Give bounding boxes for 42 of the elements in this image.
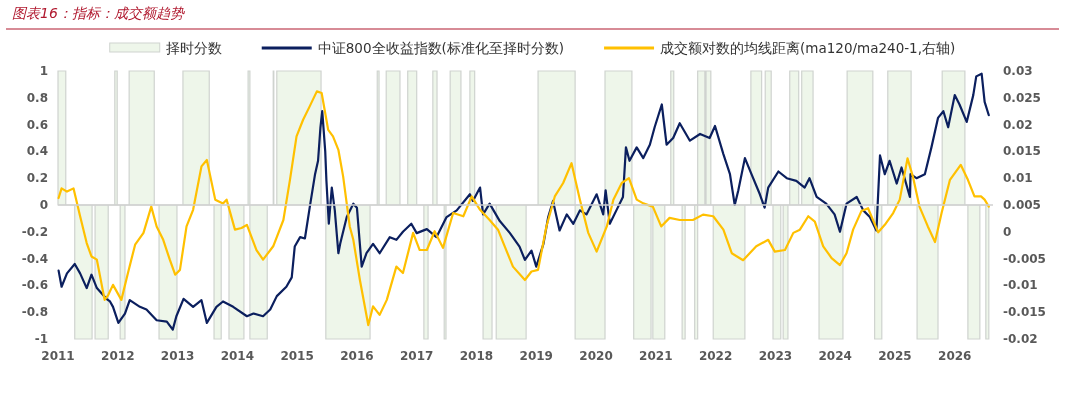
x-tick-label: 2011: [41, 349, 75, 363]
x-tick-label: 2012: [101, 349, 135, 363]
chart-title: 图表16：指标：成交额趋势: [12, 5, 186, 21]
x-tick-label: 2025: [878, 349, 912, 363]
y-tick-label: -0.8: [21, 305, 48, 320]
y-tick-label: 0.6: [26, 117, 48, 132]
y2-tick-label: -0.02: [1003, 332, 1038, 346]
y-tick-label: -0.6: [21, 278, 48, 293]
x-tick-label: 2020: [579, 349, 613, 363]
y-tick-label: 0.8: [26, 90, 48, 105]
y2-tick-label: -0.01: [1003, 278, 1038, 293]
x-tick-label: 2014: [220, 349, 255, 363]
y-tick-label: -1: [34, 332, 48, 346]
y-tick-label: 0.2: [26, 171, 48, 186]
y2-tick-label: 0.03: [1003, 64, 1033, 78]
x-tick-label: 2013: [160, 349, 195, 363]
y2-tick-label: 0: [1003, 224, 1012, 239]
x-tick-label: 2026: [938, 349, 972, 363]
legend-label: 成交额对数的均线距离(ma120/ma240-1,右轴): [660, 40, 956, 56]
y-tick-label: -0.2: [21, 224, 48, 239]
legend-label: 中证800全收益指数(标准化至择时分数): [317, 40, 565, 56]
y2-tick-label: 0.02: [1003, 117, 1033, 132]
y2-tick-label: 0.005: [1003, 198, 1041, 212]
x-tick-label: 2024: [818, 349, 852, 363]
y2-tick-label: 0.025: [1003, 90, 1041, 105]
y-tick-label: 0.4: [26, 144, 48, 159]
x-tick-label: 2023: [758, 349, 793, 363]
x-tick-label: 2018: [459, 349, 494, 363]
y2-tick-label: 0.01: [1003, 171, 1033, 186]
y2-tick-label: 0.015: [1003, 144, 1041, 159]
x-tick-label: 2017: [399, 349, 434, 363]
y-tick-label: -0.4: [21, 251, 48, 266]
x-tick-label: 2022: [698, 349, 733, 363]
x-tick-label: 2015: [280, 349, 314, 363]
x-tick-label: 2021: [639, 349, 673, 363]
y2-tick-label: -0.005: [1003, 251, 1046, 266]
x-tick-label: 2016: [340, 349, 374, 363]
y-tick-label: 0: [39, 198, 48, 212]
x-tick-label: 2019: [519, 349, 553, 363]
y-tick-label: 1: [39, 64, 48, 78]
legend-label: 择时分数: [165, 40, 222, 56]
y2-tick-label: -0.015: [1003, 305, 1046, 320]
